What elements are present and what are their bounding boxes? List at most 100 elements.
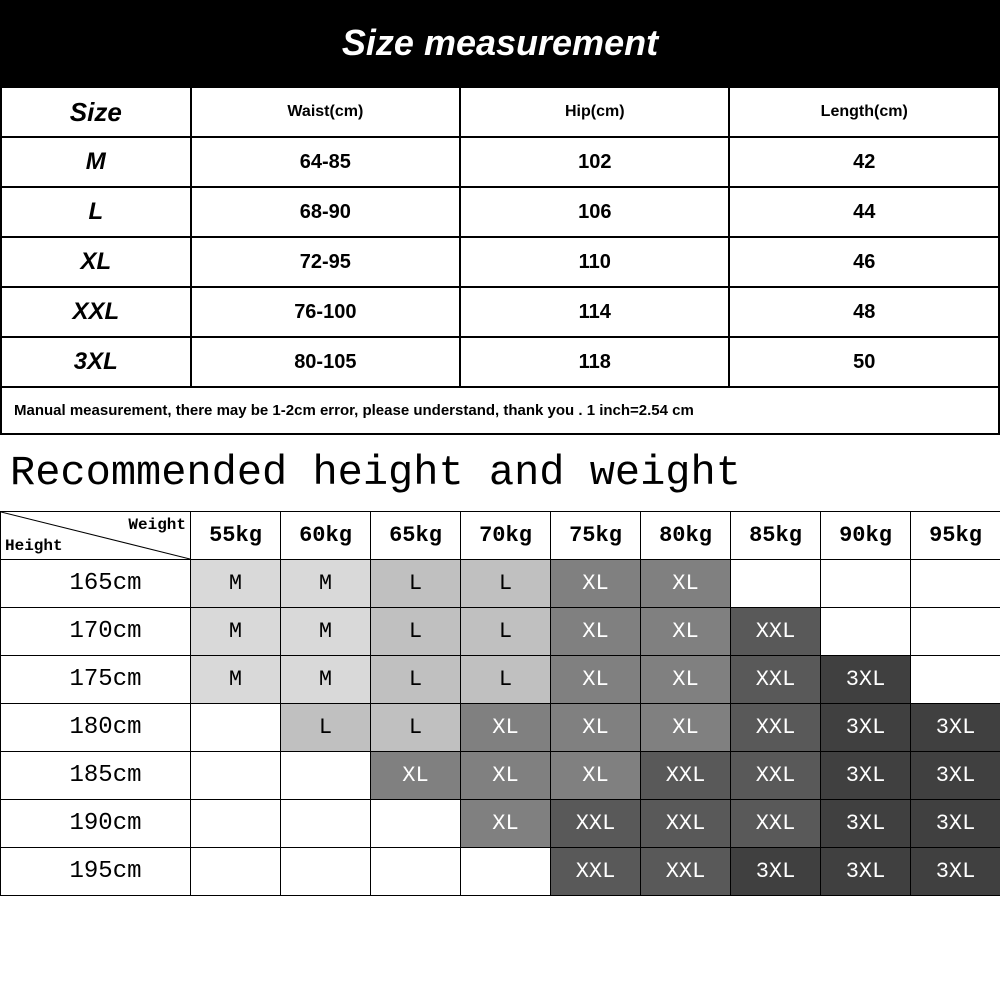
diag-header: Height Weight [1,512,191,560]
size-cell: M [1,137,191,187]
size-row: XXL76-10011448 [1,287,999,337]
height-cell: 165cm [1,560,191,608]
rec-cell: XXL [731,752,821,800]
rec-cell: L [461,608,551,656]
waist-cell: 72-95 [191,237,460,287]
rec-cell [821,608,911,656]
rec-cell [281,752,371,800]
rec-row: 165cmMMLLXLXL [1,560,1000,608]
rec-cell: 3XL [911,704,1000,752]
rec-cell [731,560,821,608]
hip-cell: 114 [460,287,729,337]
length-cell: 44 [729,187,999,237]
rec-cell: M [191,560,281,608]
height-label: Height [5,537,63,555]
rec-cell: 3XL [821,752,911,800]
rec-cell [281,848,371,896]
rec-cell: 3XL [911,800,1000,848]
rec-cell: L [371,608,461,656]
rec-cell: 3XL [731,848,821,896]
rec-cell: XL [461,800,551,848]
rec-cell [371,848,461,896]
rec-cell: L [371,704,461,752]
recommendation-table: Height Weight 55kg60kg65kg70kg75kg80kg85… [0,511,1000,896]
size-row: XL72-9511046 [1,237,999,287]
height-cell: 185cm [1,752,191,800]
weight-header: 85kg [731,512,821,560]
measurement-note: Manual measurement, there may be 1-2cm e… [0,388,1000,435]
waist-cell: 68-90 [191,187,460,237]
rec-cell: L [461,656,551,704]
size-row: 3XL80-10511850 [1,337,999,387]
rec-cell: 3XL [911,848,1000,896]
weight-header: 80kg [641,512,731,560]
weight-label: Weight [128,516,186,534]
rec-cell [821,560,911,608]
size-table: Size Waist(cm) Hip(cm) Length(cm) M64-85… [0,86,1000,388]
col-size: Size [1,87,191,137]
size-cell: 3XL [1,337,191,387]
rec-cell [191,800,281,848]
rec-cell: XXL [641,752,731,800]
rec-cell: M [191,656,281,704]
rec-cell: XL [461,752,551,800]
height-cell: 180cm [1,704,191,752]
rec-cell: XL [551,704,641,752]
weight-header: 90kg [821,512,911,560]
rec-cell: XXL [731,800,821,848]
length-cell: 42 [729,137,999,187]
rec-cell: XXL [731,608,821,656]
rec-cell [911,560,1000,608]
rec-cell: L [371,656,461,704]
weight-header: 95kg [911,512,1000,560]
rec-cell [191,848,281,896]
rec-cell: L [461,560,551,608]
weight-header: 70kg [461,512,551,560]
rec-cell: M [281,560,371,608]
rec-cell: XL [371,752,461,800]
hip-cell: 106 [460,187,729,237]
length-cell: 48 [729,287,999,337]
rec-cell: 3XL [821,704,911,752]
rec-cell: XL [461,704,551,752]
rec-row: 175cmMMLLXLXLXXL3XL [1,656,1000,704]
size-cell: XL [1,237,191,287]
rec-cell: XXL [551,800,641,848]
rec-cell: L [281,704,371,752]
weight-header: 75kg [551,512,641,560]
rec-cell: L [371,560,461,608]
hip-cell: 102 [460,137,729,187]
rec-cell [461,848,551,896]
size-row: L68-9010644 [1,187,999,237]
size-cell: L [1,187,191,237]
rec-cell [191,752,281,800]
rec-cell [371,800,461,848]
rec-row: 180cmLLXLXLXLXXL3XL3XL [1,704,1000,752]
rec-row: 185cmXLXLXLXXLXXL3XL3XL [1,752,1000,800]
rec-row: 170cmMMLLXLXLXXL [1,608,1000,656]
length-cell: 46 [729,237,999,287]
weight-header: 60kg [281,512,371,560]
rec-cell: XL [641,560,731,608]
rec-cell: XL [551,608,641,656]
rec-cell: XXL [641,848,731,896]
size-row: M64-8510242 [1,137,999,187]
rec-cell: XL [551,752,641,800]
col-hip: Hip(cm) [460,87,729,137]
hip-cell: 118 [460,337,729,387]
waist-cell: 64-85 [191,137,460,187]
rec-cell: M [281,656,371,704]
rec-cell: XXL [731,704,821,752]
height-cell: 190cm [1,800,191,848]
rec-cell [911,656,1000,704]
height-cell: 175cm [1,656,191,704]
col-length: Length(cm) [729,87,999,137]
rec-cell: 3XL [821,800,911,848]
rec-cell: XL [551,560,641,608]
rec-row: 190cmXLXXLXXLXXL3XL3XL [1,800,1000,848]
size-measurement-title: Size measurement [0,0,1000,86]
rec-cell: XL [641,608,731,656]
height-cell: 170cm [1,608,191,656]
waist-cell: 80-105 [191,337,460,387]
rec-cell: 3XL [821,848,911,896]
